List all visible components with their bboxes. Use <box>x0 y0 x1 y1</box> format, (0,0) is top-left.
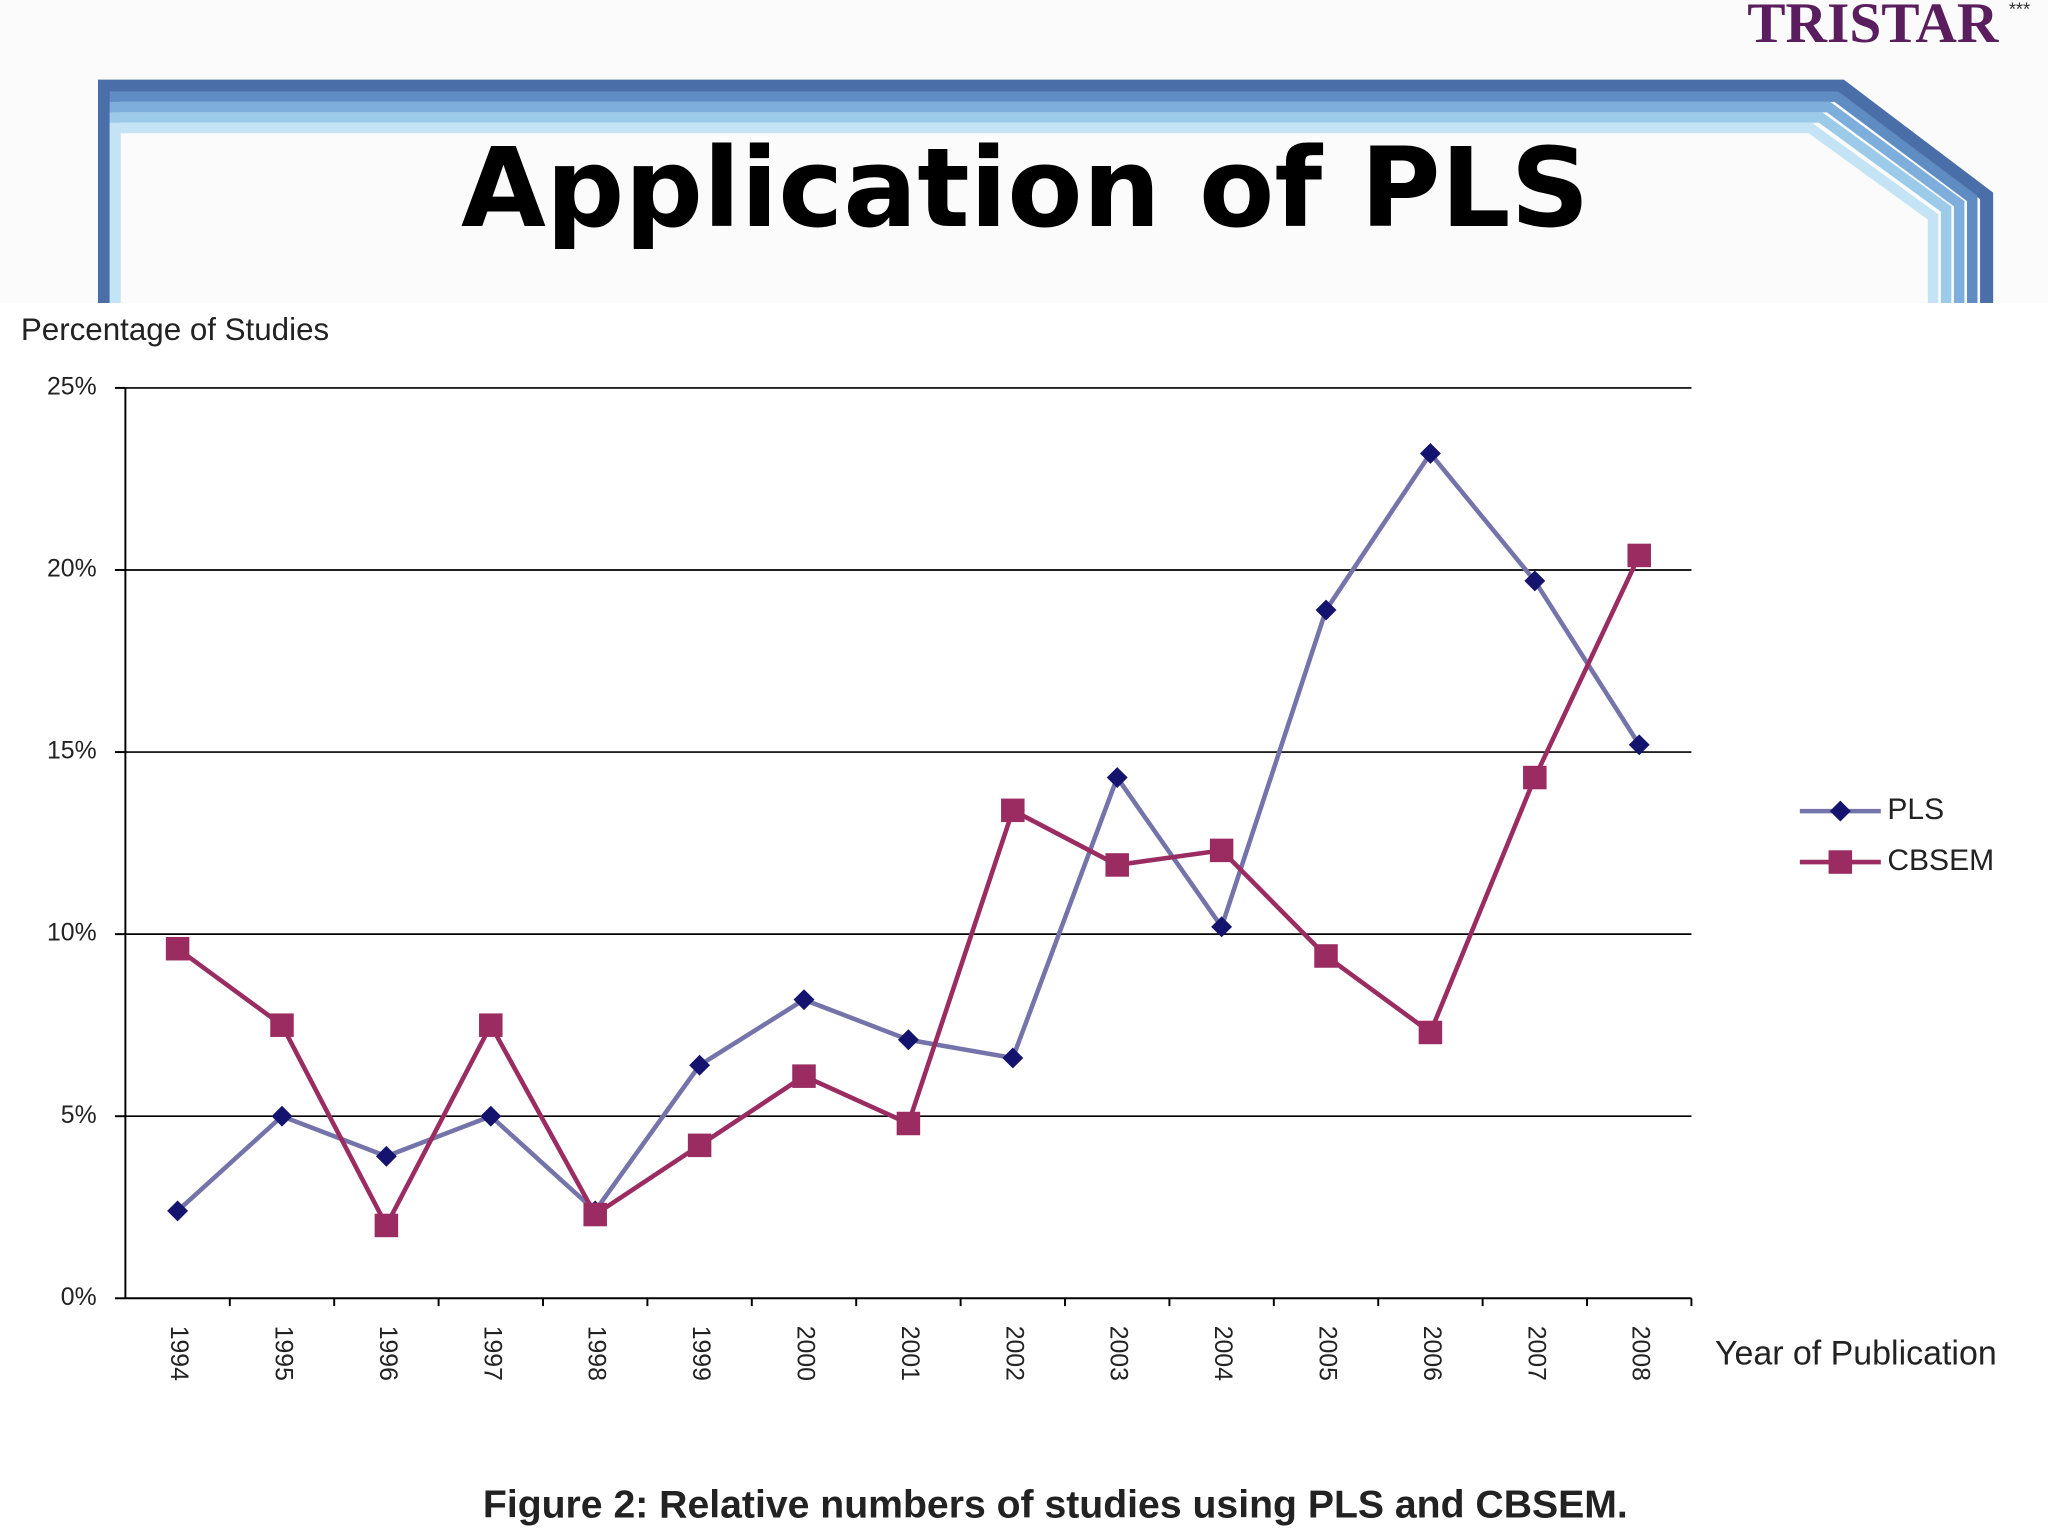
point <box>1105 853 1129 877</box>
slide-title: Application of PLS <box>461 124 1590 252</box>
x-tick-label: 2000 <box>791 1326 818 1381</box>
point <box>897 1029 919 1051</box>
point <box>583 1202 607 1227</box>
x-tick-label: 2001 <box>896 1326 923 1381</box>
point <box>1002 1047 1024 1069</box>
point <box>1628 734 1650 756</box>
point <box>375 1145 397 1167</box>
point <box>271 1105 293 1127</box>
x-tick-label: 2006 <box>1418 1326 1445 1381</box>
x-tick-label: 2002 <box>1000 1326 1027 1381</box>
y-axis-label: Percentage of Studies <box>21 312 329 347</box>
y-tick-label: 0% <box>61 1284 97 1311</box>
x-tick-label: 2007 <box>1522 1326 1549 1381</box>
point <box>689 1054 711 1076</box>
point <box>1211 916 1233 938</box>
x-tick-label: 2008 <box>1627 1326 1654 1381</box>
x-tick-label: 1997 <box>478 1326 505 1381</box>
x-axis-label: Year of Publication <box>1715 1335 1997 1373</box>
y-tick-label: 5% <box>61 1102 97 1129</box>
point <box>1627 543 1651 568</box>
x-tick-label: 1995 <box>269 1326 296 1381</box>
legend-marker <box>1829 800 1851 822</box>
point <box>270 1013 294 1037</box>
point <box>374 1213 399 1238</box>
legend-marker <box>1828 850 1853 874</box>
y-tick-label: 25% <box>47 373 97 400</box>
point <box>1418 1020 1443 1045</box>
point <box>479 1013 503 1037</box>
x-tick-label: 1994 <box>165 1326 192 1381</box>
logo: TRISTAR <box>1747 0 1999 55</box>
point <box>896 1111 921 1136</box>
point <box>792 1064 816 1088</box>
point <box>687 1133 712 1158</box>
y-tick-label: 20% <box>47 556 97 583</box>
y-tick-label: 15% <box>47 738 97 765</box>
legend-label: PLS <box>1887 793 1944 826</box>
header-banner <box>97 79 1994 304</box>
series-line <box>176 449 1642 1215</box>
point <box>1315 599 1337 621</box>
x-tick-label: 1999 <box>687 1326 714 1381</box>
header-bg <box>0 0 2048 304</box>
point <box>480 1105 502 1127</box>
point <box>1419 443 1441 464</box>
point <box>1523 765 1547 790</box>
x-tick-label: 2003 <box>1105 1326 1132 1381</box>
point <box>1106 767 1128 789</box>
x-tick-label: 2005 <box>1313 1326 1340 1381</box>
point <box>1524 570 1546 592</box>
point <box>793 989 815 1011</box>
point <box>1001 798 1025 823</box>
y-tick-label: 10% <box>47 920 97 947</box>
caption: Figure 2: Relative numbers of studies us… <box>483 1484 1628 1527</box>
point <box>1209 838 1234 863</box>
point <box>1314 944 1338 968</box>
point <box>165 936 190 961</box>
x-tick-label: 1996 <box>374 1326 401 1381</box>
x-tick-label: 1998 <box>583 1326 610 1381</box>
x-tick-label: 2004 <box>1209 1326 1236 1381</box>
point <box>167 1200 189 1222</box>
legend-label: CBSEM <box>1887 844 1994 877</box>
logo-mark: *** <box>2009 0 2030 19</box>
